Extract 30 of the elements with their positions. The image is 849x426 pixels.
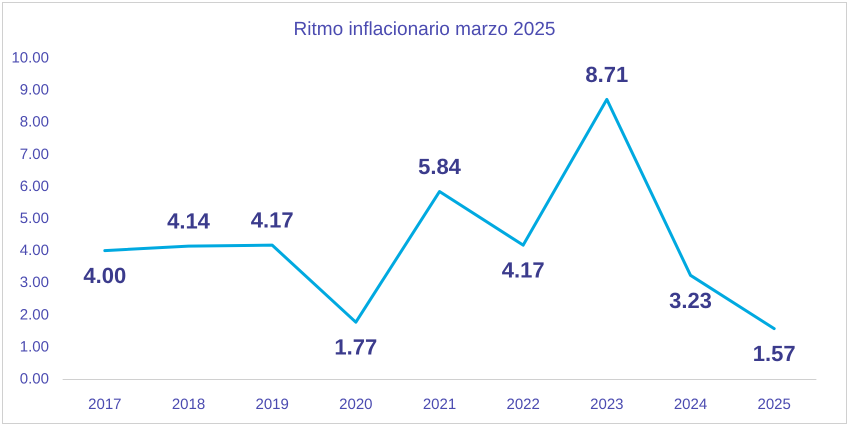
- y-tick-label: 8.00: [20, 114, 49, 131]
- y-tick-label: 4.00: [20, 242, 49, 260]
- data-label: 1.57: [752, 341, 796, 366]
- y-tick-label: 0.00: [20, 370, 49, 388]
- data-label: 4.00: [83, 263, 126, 288]
- data-label: 4.17: [250, 208, 294, 233]
- y-tick-label: 2.00: [20, 306, 49, 324]
- x-tick-label: 2019: [255, 396, 289, 413]
- x-tick-label: 2024: [674, 396, 708, 413]
- y-tick-label: 3.00: [20, 274, 49, 292]
- x-tick-label: 2021: [422, 396, 456, 413]
- data-label: 5.84: [418, 154, 462, 180]
- data-label: 3.23: [669, 288, 712, 313]
- x-tick-label: 2025: [757, 396, 791, 413]
- data-label: 4.14: [167, 208, 211, 234]
- x-tick-label: 2020: [339, 396, 373, 413]
- chart-title: Ritmo inflacionario marzo 2025: [294, 19, 556, 40]
- y-tick-label: 10.00: [11, 50, 49, 66]
- x-tick-label: 2017: [88, 396, 122, 413]
- x-tick-label: 2022: [506, 396, 540, 413]
- y-tick-label: 9.00: [20, 82, 49, 99]
- data-label: 8.71: [585, 62, 628, 87]
- x-tick-label: 2023: [590, 396, 624, 413]
- data-label: 1.77: [334, 334, 378, 360]
- y-tick-label: 7.00: [20, 146, 49, 163]
- y-tick-label: 1.00: [20, 338, 49, 356]
- y-tick-label: 6.00: [20, 178, 49, 195]
- data-label: 4.17: [502, 258, 545, 283]
- x-tick-label: 2018: [172, 396, 206, 413]
- y-tick-label: 5.00: [20, 210, 49, 227]
